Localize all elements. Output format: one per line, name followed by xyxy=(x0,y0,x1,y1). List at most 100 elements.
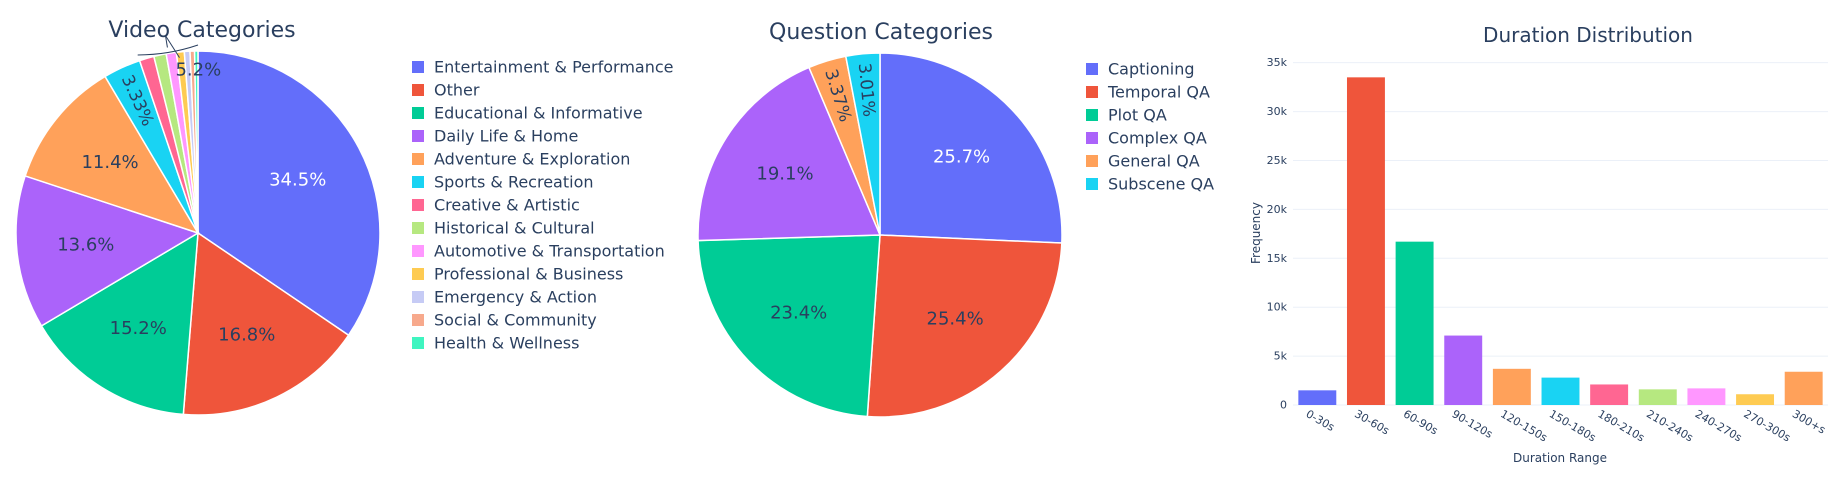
pie-slice-temporal-qa[interactable] xyxy=(866,234,1063,418)
bar-210-240s[interactable] xyxy=(1638,389,1677,405)
bar-300-s[interactable] xyxy=(1784,371,1823,405)
legend-item-automotive-and-transportation[interactable]: Automotive & Transportation xyxy=(412,242,665,261)
group-label: 5.2% xyxy=(175,60,221,81)
bar-0-30s[interactable] xyxy=(1298,390,1337,405)
pie-slice-educational-and-informative[interactable] xyxy=(40,231,199,416)
legend-swatch xyxy=(412,176,424,188)
video-categories-chart: Video Categories 34.5% 16.8% 15.2% 13.6% 11.… xyxy=(15,18,674,416)
pie-slice-health-and-wellness[interactable] xyxy=(193,50,199,234)
pie-slice-plot-qa[interactable] xyxy=(697,234,881,418)
legend-item-educational-and-informative[interactable]: Educational & Informative xyxy=(412,104,643,123)
legend-item-subscene-qa[interactable]: Subscene QA xyxy=(1086,175,1214,194)
bar-150-180s[interactable] xyxy=(1541,377,1580,405)
bar-270-300s[interactable] xyxy=(1736,394,1775,405)
legend-item-creative-and-artistic[interactable]: Creative & Artistic xyxy=(412,196,580,215)
legend-label: Other xyxy=(434,81,480,100)
legend-label: Professional & Business xyxy=(434,265,623,284)
x-tick-label: 30-60s xyxy=(1352,407,1391,437)
legend-item-entertainment-and-performance[interactable]: Entertainment & Performance xyxy=(412,58,674,77)
legend-swatch xyxy=(1086,155,1098,167)
legend-swatch xyxy=(412,84,424,96)
legend-item-emergency-and-action[interactable]: Emergency & Action xyxy=(412,288,597,307)
bar-60-90s[interactable] xyxy=(1395,241,1434,405)
x-tick-label: 300+s xyxy=(1790,407,1828,436)
legend-swatch xyxy=(1086,63,1098,75)
legend-item-daily-life-and-home[interactable]: Daily Life & Home xyxy=(412,127,578,146)
slice-label-adventure-and-exploration: 11.4% xyxy=(81,152,138,173)
legend-item-other[interactable]: Other xyxy=(412,81,480,100)
x-tick-label: 120-150s xyxy=(1498,407,1549,444)
legend-item-captioning[interactable]: Captioning xyxy=(1086,60,1195,79)
video-legend[interactable]: Entertainment & Performance Other Educatio… xyxy=(412,58,674,353)
slice-label-other: 16.8% xyxy=(218,324,275,345)
legend-label: Educational & Informative xyxy=(434,104,643,123)
legend-label: Entertainment & Performance xyxy=(434,58,674,77)
x-tick-label: 180-210s xyxy=(1595,407,1646,444)
legend-label: General QA xyxy=(1108,152,1200,171)
x-tick-label: 210-240s xyxy=(1644,407,1695,444)
legend-item-professional-and-business[interactable]: Professional & Business xyxy=(412,265,623,284)
legend-swatch xyxy=(412,61,424,73)
legend-swatch xyxy=(412,245,424,257)
x-tick-label: 90-120s xyxy=(1450,407,1495,441)
bar-y-axis-label: Frequency xyxy=(1249,202,1263,264)
legend-item-adventure-and-exploration[interactable]: Adventure & Exploration xyxy=(412,150,630,169)
legend-swatch xyxy=(412,107,424,119)
question-legend[interactable]: Captioning Temporal QA Plot QA Complex QA Ge… xyxy=(1086,60,1214,194)
duration-distribution-chart: Duration Distribution 0 5k 10k 15k 20k 25k 30k… xyxy=(1249,23,1828,465)
legend-label: Sports & Recreation xyxy=(434,173,594,192)
bar-180-210s[interactable] xyxy=(1590,384,1629,405)
bar-y-tick-labels: 0 5k 10k 15k 20k 25k 30k 35k xyxy=(1267,56,1288,411)
bar-x-axis-label: Duration Range xyxy=(1513,451,1607,465)
legend-label: Daily Life & Home xyxy=(434,127,578,146)
legend-swatch xyxy=(1086,178,1098,190)
y-tick-label: 15k xyxy=(1267,252,1288,265)
legend-label: Complex QA xyxy=(1108,129,1207,148)
question-categories-chart: Question Categories 25.7% 25.4% 23.4% 19.1%… xyxy=(697,20,1214,418)
slice-label-daily-life-and-home: 13.6% xyxy=(57,235,114,256)
legend-item-general-qa[interactable]: General QA xyxy=(1086,152,1200,171)
legend-item-sports-and-recreation[interactable]: Sports & Recreation xyxy=(412,173,594,192)
x-tick-label: 150-180s xyxy=(1547,407,1598,444)
legend-label: Adventure & Exploration xyxy=(434,150,630,169)
legend-item-plot-qa[interactable]: Plot QA xyxy=(1086,106,1167,125)
bar-90-120s[interactable] xyxy=(1444,335,1483,405)
legend-swatch xyxy=(1086,86,1098,98)
question-categories-title: Question Categories xyxy=(769,20,993,45)
pie-slice-daily-life-and-home[interactable] xyxy=(15,174,200,327)
video-categories-title: Video Categories xyxy=(108,18,295,43)
x-tick-label: 0-30s xyxy=(1304,407,1337,434)
legend-swatch xyxy=(412,199,424,211)
legend-swatch xyxy=(1086,109,1098,121)
pie-slice-entertainment-and-performance[interactable] xyxy=(197,50,381,337)
bar-240-270s[interactable] xyxy=(1687,388,1726,405)
legend-item-complex-qa[interactable]: Complex QA xyxy=(1086,129,1207,148)
y-tick-label: 20k xyxy=(1267,203,1288,216)
bar-30-60s[interactable] xyxy=(1346,77,1385,405)
pie-slice-subscene-qa[interactable] xyxy=(844,52,881,236)
legend-item-historical-and-cultural[interactable]: Historical & Cultural xyxy=(412,219,595,238)
legend-label: Temporal QA xyxy=(1107,83,1210,102)
pie-slice-captioning[interactable] xyxy=(879,52,1063,244)
question-pie-slices xyxy=(697,52,1063,418)
bar-x-tick-labels: 0-30s 30-60s 60-90s 90-120s 120-150s150-180s… xyxy=(1304,407,1828,444)
legend-swatch xyxy=(412,291,424,303)
pie-slice-adventure-and-exploration[interactable] xyxy=(24,75,200,235)
slice-label-temporal-qa: 25.4% xyxy=(927,309,984,330)
pie-slice-other[interactable] xyxy=(182,231,350,416)
group-bracket-stem xyxy=(164,35,168,48)
legend-item-health-and-wellness[interactable]: Health & Wellness xyxy=(412,334,579,353)
slice-label-plot-qa: 23.4% xyxy=(770,303,827,324)
legend-label: Captioning xyxy=(1108,60,1195,79)
legend-item-temporal-qa[interactable]: Temporal QA xyxy=(1086,83,1210,102)
pie-slice-complex-qa[interactable] xyxy=(697,66,882,242)
bar-120-150s[interactable] xyxy=(1492,368,1531,405)
legend-label: Subscene QA xyxy=(1108,175,1214,194)
legend-swatch xyxy=(1086,132,1098,144)
video-pie-slices xyxy=(15,50,381,416)
bar-series xyxy=(1298,77,1823,405)
legend-item-social-and-community[interactable]: Social & Community xyxy=(412,311,597,330)
y-tick-label: 0 xyxy=(1280,399,1287,412)
